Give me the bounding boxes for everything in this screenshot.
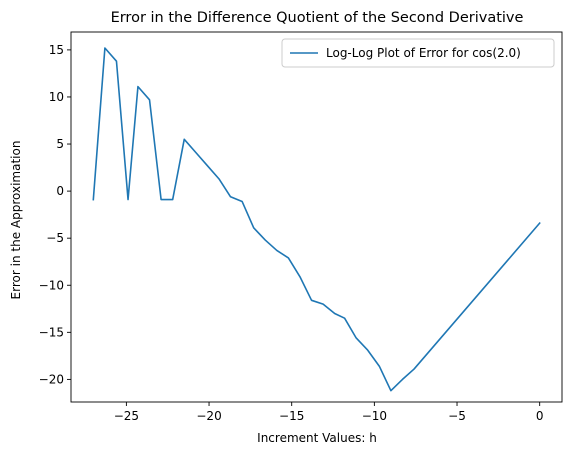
plot-area xyxy=(70,31,563,403)
y-tick-label: −5 xyxy=(46,231,64,245)
x-tick-label: −15 xyxy=(279,409,304,423)
legend-label: Log-Log Plot of Error for cos(2.0) xyxy=(326,46,521,60)
x-axis-label: Increment Values: h xyxy=(257,431,377,445)
y-tick-label: 10 xyxy=(49,90,64,104)
x-tick-label: −5 xyxy=(448,409,466,423)
x-tick-label: −20 xyxy=(196,409,221,423)
chart-title: Error in the Difference Quotient of the … xyxy=(111,10,524,26)
series-line-1 xyxy=(92,47,541,392)
plot-frame xyxy=(70,31,563,403)
x-tick-label: 0 xyxy=(536,409,544,423)
y-tick-label: −10 xyxy=(39,278,64,292)
y-tick-label: −20 xyxy=(39,372,64,386)
x-axis: −25 −20 −15 −10 −5 0 xyxy=(114,402,544,423)
y-axis: −20 −15 −10 −5 0 5 10 15 xyxy=(39,43,71,386)
y-tick-label: 15 xyxy=(49,43,64,57)
y-tick-label: −15 xyxy=(39,325,64,339)
legend-box xyxy=(281,38,555,68)
y-tick-label: 5 xyxy=(56,137,64,151)
x-tick-label: −25 xyxy=(114,409,139,423)
legend: Log-Log Plot of Error for cos(2.0) xyxy=(281,38,555,68)
y-tick-label: 0 xyxy=(56,184,64,198)
x-tick-label: −10 xyxy=(362,409,387,423)
y-axis-label: Error in the Approximation xyxy=(9,141,23,300)
